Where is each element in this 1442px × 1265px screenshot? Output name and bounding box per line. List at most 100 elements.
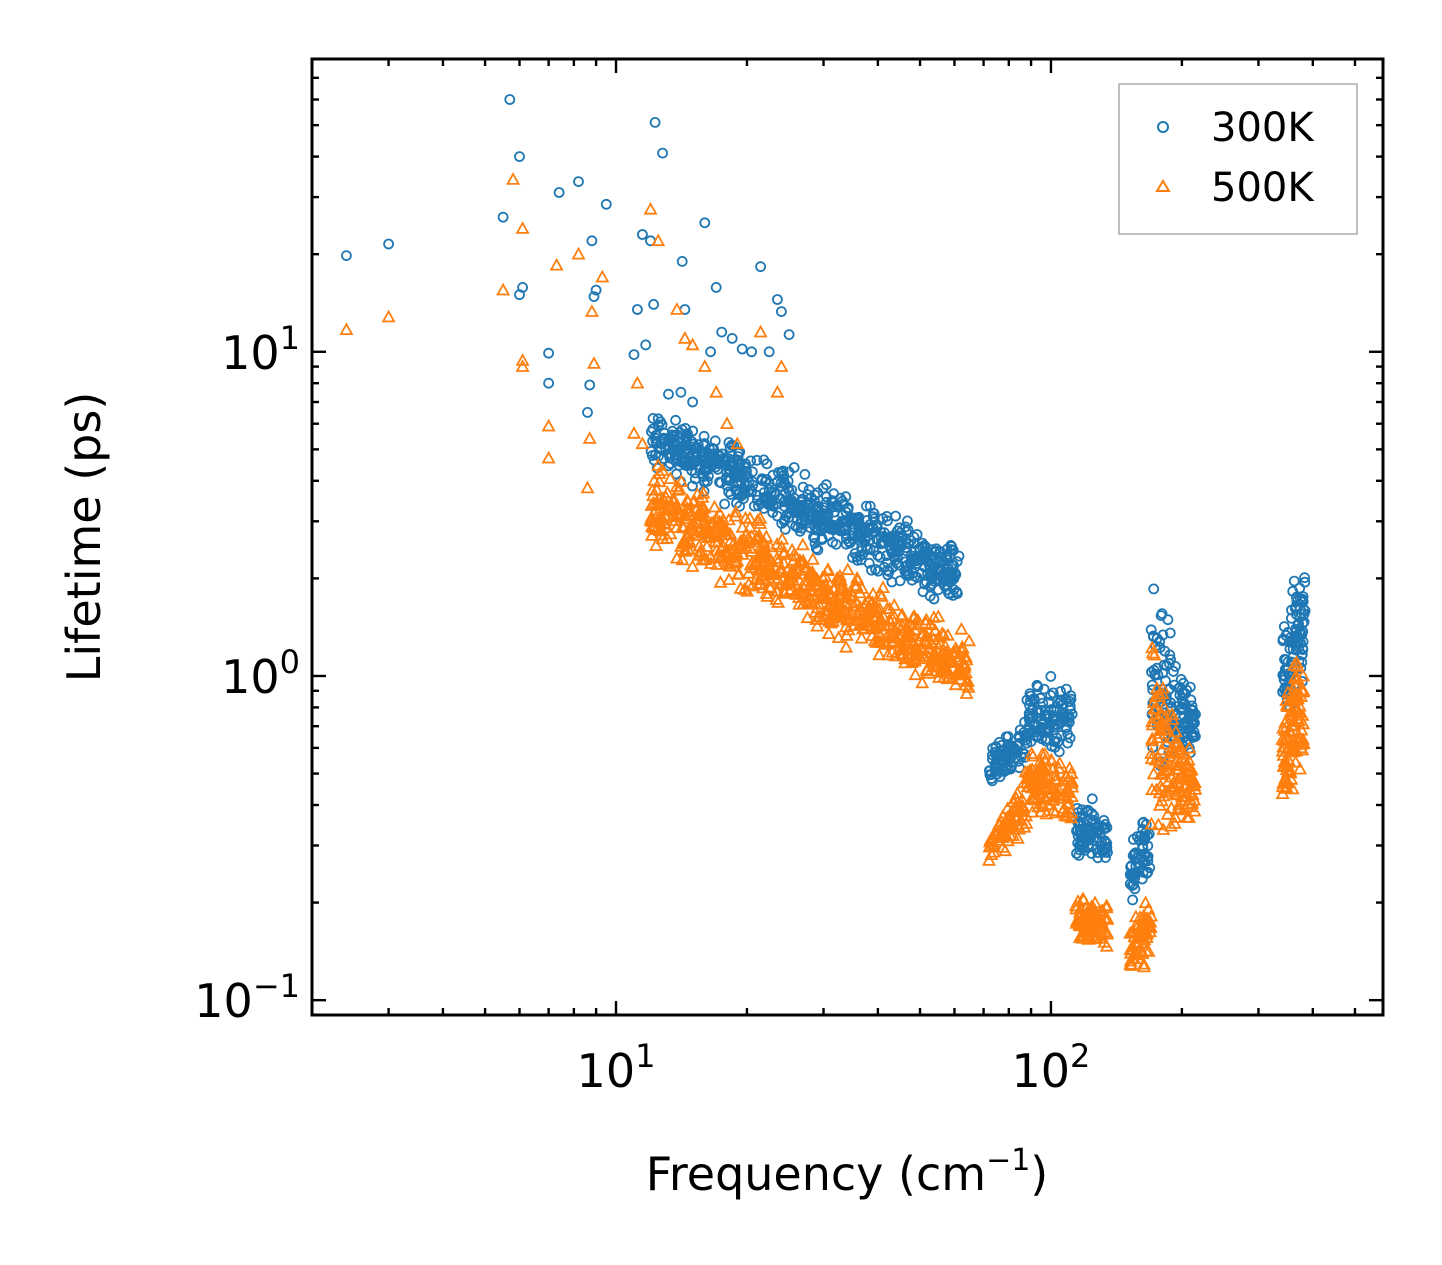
data-point-500k [839,595,854,609]
data-point-300k [795,518,807,530]
data-point-500k [714,550,729,564]
data-point-500k [919,612,934,626]
data-point-300k [740,458,751,470]
data-point-500k [681,533,697,546]
data-point-500k [635,436,650,450]
data-point-300k [1100,841,1111,853]
data-point-500k [728,504,743,518]
data-point-500k [1144,816,1159,830]
data-point-500k [1140,917,1155,931]
data-point-300k [941,543,953,555]
data-point-300k [991,760,1002,772]
data-point-500k [954,621,969,635]
data-point-300k [716,448,728,460]
data-point-300k [797,481,809,493]
data-point-300k [1080,832,1091,844]
data-point-500k [1144,714,1160,728]
data-point-500k [1151,817,1166,831]
data-point-300k [600,198,612,210]
data-point-500k [1124,958,1139,971]
data-point-500k [996,830,1011,843]
data-point-300k [1045,690,1057,701]
data-point-300k [1074,823,1086,835]
data-point-300k [866,564,877,576]
data-point-300k [723,453,735,465]
data-point-500k [763,573,778,587]
data-point-300k [1164,627,1176,639]
data-point-500k [1072,904,1087,918]
data-point-500k [840,562,855,576]
data-point-300k [847,513,859,525]
data-point-500k [660,485,675,499]
data-point-500k [955,639,970,653]
data-point-300k [699,217,711,229]
data-point-500k [899,636,914,649]
data-point-500k [719,556,734,569]
data-point-300k [1053,698,1064,709]
data-point-500k [742,510,757,524]
x-tick-label: 101 [577,1037,656,1098]
data-point-300k [628,349,640,361]
data-point-300k [717,453,728,465]
data-point-300k [1136,851,1147,863]
data-point-300k [834,524,846,536]
data-point-500k [891,617,906,631]
data-point-500k [933,664,948,678]
data-point-300k [504,94,516,105]
data-point-300k [340,250,352,262]
data-point-300k [696,445,707,457]
data-point-500k [670,508,685,522]
data-point-500k [1097,924,1112,938]
data-point-500k [880,647,895,661]
data-point-300k [640,339,652,351]
data-point-300k [1002,731,1014,742]
data-point-300k [779,523,791,535]
data-point-500k [1087,914,1102,928]
data-point-300k [882,557,893,569]
data-point-500k [834,582,849,596]
data-point-500k [910,612,925,626]
data-point-300k [783,329,795,341]
data-point-500k [1291,731,1307,744]
data-point-300k [886,576,898,588]
data-point-500k [927,658,942,672]
data-point-500k [870,608,885,622]
data-point-500k [1141,944,1156,957]
data-point-500k [959,686,974,699]
data-point-500k [1160,807,1175,820]
data-point-500k [811,596,826,609]
data-point-300k [1028,694,1040,706]
data-point-500k [1182,772,1197,786]
data-point-500k [852,613,867,626]
data-point-500k [821,626,836,639]
data-point-300k [1155,610,1167,621]
data-point-500k [789,587,804,600]
data-point-300k [584,379,596,391]
data-point-500k [1123,953,1138,967]
data-point-500k [689,528,704,541]
data-point-300k [908,531,920,543]
data-point-500k [697,359,712,372]
data-point-500k [722,558,737,572]
data-point-500k [804,574,819,587]
data-point-300k [861,500,872,512]
data-point-500k [1152,726,1167,739]
data-point-300k [1099,819,1111,830]
data-point-500k [732,566,747,580]
axis-ticks: 101 102 10−1 100 101 [194,57,1383,1098]
data-point-300k [1288,575,1300,587]
data-point-300k [1003,743,1015,754]
data-point-500k [810,600,825,614]
data-point-500k [753,324,768,338]
data-point-300k [1032,704,1044,716]
data-point-500k [753,538,768,552]
data-point-500k [961,680,976,693]
data-point-300k [1035,692,1046,704]
data-point-500k [894,642,909,656]
data-point-300k [870,564,882,575]
data-point-500k [822,613,837,627]
data-point-500k [1013,804,1028,817]
data-point-500k [893,646,909,659]
data-point-300k [514,151,525,163]
data-point-500k [983,834,998,848]
